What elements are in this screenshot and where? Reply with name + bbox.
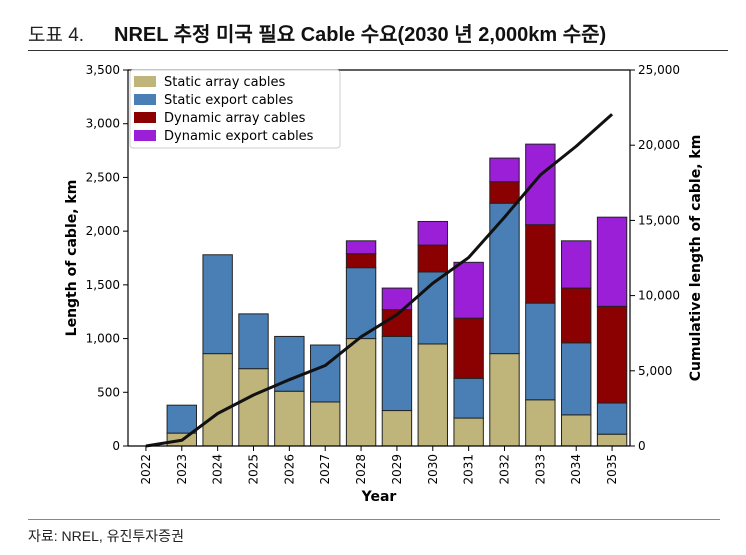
y2-tick-label: 20,000 (638, 138, 680, 152)
footer-rule (28, 519, 720, 520)
y-tick-label: 2,500 (86, 170, 120, 184)
y-tick-label: 2,000 (86, 224, 120, 238)
x-tick-label: 2028 (354, 454, 368, 485)
bar-2034-dynamic-export (561, 240, 592, 289)
x-tick-label: 2035 (605, 454, 619, 485)
legend-label-dynamic-export: Dynamic export cables (164, 129, 314, 144)
bar-2031-static-export (453, 377, 484, 419)
bar-2032-static-export (489, 202, 520, 355)
x-axis-title: Year (361, 489, 397, 505)
y-tick-label: 3,500 (86, 63, 120, 77)
legend-label-static-array: Static array cables (164, 75, 285, 90)
y-tick-label: 1,000 (86, 332, 120, 346)
x-tick-label: 2030 (426, 454, 440, 485)
y2-tick-label: 10,000 (638, 289, 680, 303)
x-tick-label: 2031 (462, 454, 476, 485)
legend-swatch-static-export (134, 94, 156, 105)
x-tick-label: 2022 (139, 454, 153, 485)
bar-2029-static-array (381, 410, 413, 447)
bar-2023-static-export (166, 404, 197, 434)
bar-2025-static-export (238, 313, 269, 370)
source-note: 자료: NREL, 유진투자증권 (28, 528, 184, 544)
bar-2028-dynamic-export (345, 240, 377, 255)
x-tick-label: 2034 (569, 454, 583, 485)
y2-tick-label: 5,000 (638, 364, 672, 378)
legend-swatch-dynamic-array (134, 112, 156, 123)
bar-2034-static-export (561, 342, 592, 416)
x-tick-label: 2023 (175, 454, 189, 485)
bar-2034-dynamic-array (561, 287, 592, 344)
y2-tick-label: 15,000 (638, 213, 680, 227)
bar-2033-static-export (525, 302, 556, 401)
stacked-bar-chart: 0 500 1,000 1,500 2,000 2,500 3,000 3,500 0 5,000… (64, 63, 704, 505)
bar-2028-static-array (345, 338, 377, 447)
x-tick-label: 2025 (247, 454, 261, 485)
figure-label: 도표 4. (28, 25, 85, 46)
bar-2028-dynamic-array (345, 253, 377, 269)
bar-2026-static-array (274, 390, 305, 447)
title-rule (28, 50, 728, 51)
legend-label-static-export: Static export cables (164, 93, 294, 108)
legend-swatch-dynamic-export (134, 130, 156, 141)
bar-2028-static-export (345, 267, 377, 340)
bar-2029-dynamic-export (381, 287, 413, 311)
bar-2033-dynamic-array (525, 224, 556, 304)
y2-tick-label: 25,000 (638, 63, 680, 77)
bar-2026-static-export (274, 335, 305, 392)
bar-2033-dynamic-export (525, 143, 556, 226)
bar-2027-static-array (310, 401, 341, 447)
bar-2030-dynamic-array (417, 244, 448, 273)
bar-2031-dynamic-array (453, 317, 484, 379)
cumulative-line (145, 113, 614, 448)
bar-2033-static-array (525, 399, 556, 447)
figure-header: 도표 4. NREL 추정 미국 필요 Cable 수요(2030 년 2,00… (28, 14, 728, 48)
bar-2031-static-array (453, 417, 484, 447)
legend-box (129, 69, 341, 149)
y2-tick-label: 0 (638, 439, 646, 453)
x-tick-label: 2029 (390, 454, 404, 485)
legend-swatch-static-array (134, 76, 156, 87)
chart-container: 0 500 1,000 1,500 2,000 2,500 3,000 3,500 0 5,000… (0, 52, 746, 512)
bar-2035-static-export (596, 402, 628, 435)
y-tick-label: 500 (97, 385, 120, 399)
bar-2024-static-array (202, 353, 233, 447)
bar-2034-static-array (561, 414, 592, 447)
bar-2029-static-export (381, 335, 413, 412)
bar-2035-static-array (596, 433, 628, 447)
y-tick-label: 0 (112, 439, 120, 453)
y-tick-label: 3,000 (86, 117, 120, 131)
bar-2032-static-array (489, 353, 520, 447)
bar-2027-static-export (310, 344, 341, 403)
bar-2025-static-array (238, 368, 269, 447)
x-tick-label: 2032 (498, 454, 512, 485)
figure-title: NREL 추정 미국 필요 Cable 수요(2030 년 2,000km 수준… (114, 24, 607, 46)
y-tick-label: 1,500 (86, 278, 120, 292)
legend-label-dynamic-array: Dynamic array cables (164, 111, 306, 126)
bar-2035-dynamic-array (596, 305, 628, 404)
x-tick-label: 2027 (318, 454, 332, 485)
bar-2031-dynamic-export (453, 261, 484, 319)
x-tick-label: 2024 (211, 454, 225, 485)
bar-2035-dynamic-export (596, 216, 628, 307)
bar-2030-static-array (417, 343, 448, 447)
x-tick-label: 2033 (533, 454, 547, 485)
bar-2032-dynamic-export (489, 157, 520, 183)
x-tick-label: 2026 (282, 454, 296, 485)
y2-axis-title: Cumulative length of cable, km (688, 135, 704, 382)
bar-2024-static-export (202, 254, 233, 355)
bar-2032-dynamic-array (489, 181, 520, 204)
bar-2030-dynamic-export (417, 220, 448, 246)
y-axis-title: Length of cable, km (64, 180, 80, 337)
